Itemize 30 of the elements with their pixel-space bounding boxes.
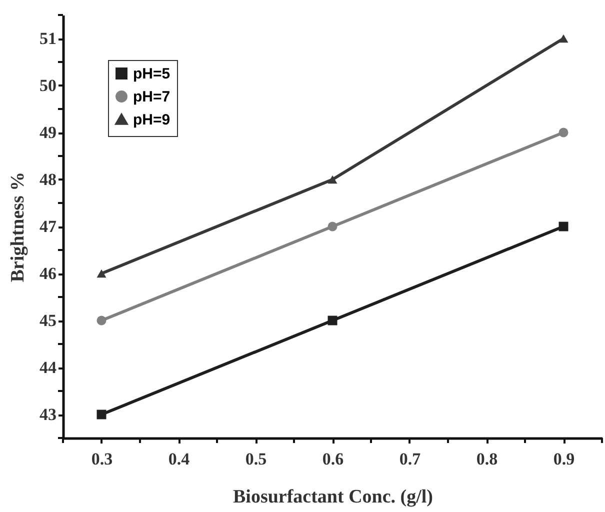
y-tick-label: 46 [40,264,56,283]
x-tick-label: 0.6 [322,450,344,468]
point [96,410,106,420]
x-tick-label: 0.8 [476,450,498,468]
y-tick-label: 45 [40,311,56,330]
x-axis-title: Biosurfactant Conc. (g/l) [232,486,434,508]
y-tick-label: 48 [40,170,56,189]
x-tick-label: 0.5 [245,450,267,468]
point [558,222,568,232]
legend-label: pH=7 [133,88,170,106]
point [328,175,338,184]
point [558,128,568,138]
x-tick-label: 0.3 [91,450,113,468]
point [328,222,338,232]
y-tick-label: 51 [40,29,56,48]
point [96,316,106,326]
x-tick-label: 0.7 [399,450,422,468]
x-tick-label: 0.4 [168,450,190,468]
x-tick-label: 0.9 [553,450,575,468]
y-tick-label: 47 [40,217,57,236]
point [96,269,106,278]
point [328,316,338,326]
point [558,34,568,43]
y-tick-label: 49 [40,123,56,142]
y-tick-label: 43 [40,405,56,424]
y-tick-label: 44 [40,358,57,377]
y-axis-title: Brightness % [8,172,28,282]
legend-label: pH=9 [133,112,170,128]
y-tick-label: 50 [40,76,56,95]
legend-label: pH=5 [133,66,170,82]
